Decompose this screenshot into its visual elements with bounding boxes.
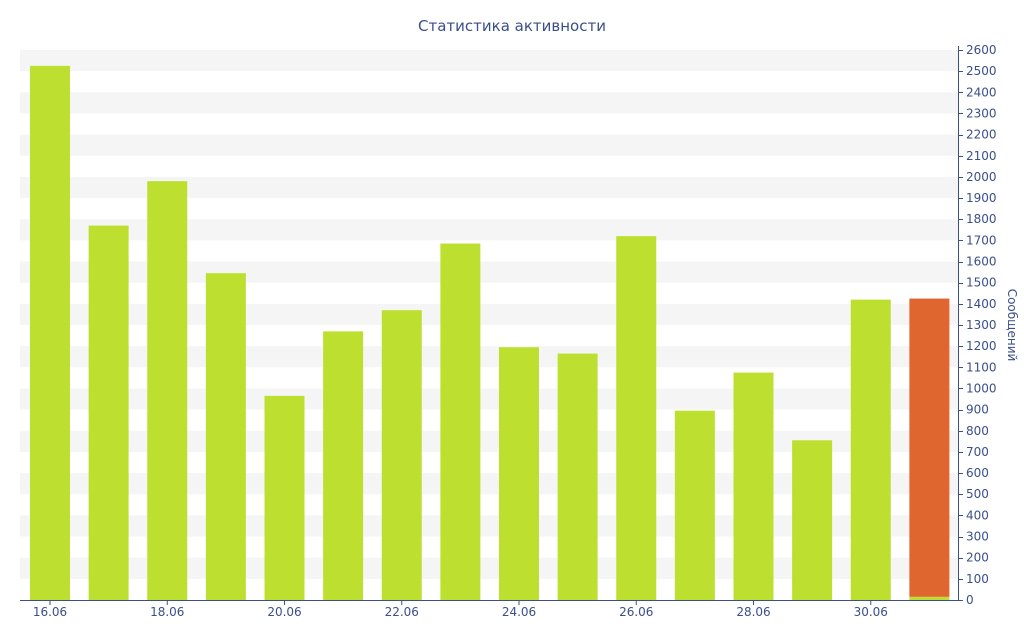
axes-group: 0 100 200 300 400 500 600 700 800 900 1000 1100 1200… [20,43,997,619]
y-tick-label: 800 [966,424,989,438]
y-tick-label: 100 [966,572,989,586]
x-tick-label: 18.06 [150,605,184,619]
bar-27.06 [674,410,715,600]
y-tick-label: 2400 [966,85,997,99]
y-tick-label: 0 [966,593,974,607]
grid-band [20,473,958,495]
y-tick-label: 1200 [966,339,997,353]
x-tick-label: 20.06 [267,605,301,619]
y-tick-label: 1300 [966,318,997,332]
grid-band [20,219,958,241]
y-tick-label: 1700 [966,233,997,247]
y-tick-label: 300 [966,530,989,544]
y-tick-label: 2100 [966,149,997,163]
bar-19.06 [205,273,246,600]
y-tick-label: 1400 [966,297,997,311]
y-tick-label: 900 [966,403,989,417]
grid-band [20,303,958,325]
y-tick-label: 1600 [966,255,997,269]
bar-24.06 [499,347,539,600]
grid-bands [20,50,958,579]
grid-band [20,50,958,72]
y-tick-label: 1900 [966,191,997,205]
y-tick-label: 200 [966,551,989,565]
y-tick-label: 1500 [966,276,997,290]
grid-band [20,176,958,199]
x-tick-label: 22.06 [385,605,419,619]
grid-band [20,388,958,410]
y-tick-label: 2200 [966,128,997,142]
y-tick-label: 700 [966,445,989,459]
x-tick-label: 30.06 [854,605,888,619]
bar-22.06 [381,310,422,600]
bar-25.06 [557,353,598,600]
bar-20.06 [264,395,305,600]
y-tick-label: 600 [966,466,989,480]
bar-29.06 [792,440,833,600]
y-tick-label: 500 [966,487,989,501]
x-tick-label: 24.06 [502,605,536,619]
y-tick-label: 2000 [966,170,997,184]
bar-21.06 [323,331,364,600]
grid-band [20,92,958,114]
x-tick-label: 28.06 [736,605,770,619]
bar-26.06 [616,236,657,600]
grid-band [20,134,958,156]
bar-01.07 [909,596,950,600]
bar-18.06 [147,181,188,600]
x-tick-label: 26.06 [619,605,653,619]
grid-band [20,346,958,368]
chart-title: Статистика активности [418,17,606,35]
y-tick-label: 2500 [966,64,997,78]
y-tick-label: 1000 [966,381,997,395]
y-axis-label: Сообщений [1005,289,1019,362]
grid-band [20,515,958,537]
bar-23.06 [440,243,481,601]
grid-band [20,430,958,452]
y-tick-label: 2600 [966,43,997,57]
bar-30.06 [850,299,891,600]
y-tick-label: 1100 [966,360,997,374]
bar-17.06 [88,225,129,601]
bars-group [30,65,950,601]
grid-band [20,261,958,283]
y-tick-label: 1800 [966,212,997,226]
bar-16.06 [30,65,70,601]
grid-band [20,557,958,579]
x-tick-label: 16.06 [33,605,67,619]
y-tick-label: 400 [966,508,989,522]
y-tick-label: 2300 [966,106,997,120]
bar-28.06 [733,372,774,600]
bar-01.07-part1 [909,298,950,597]
